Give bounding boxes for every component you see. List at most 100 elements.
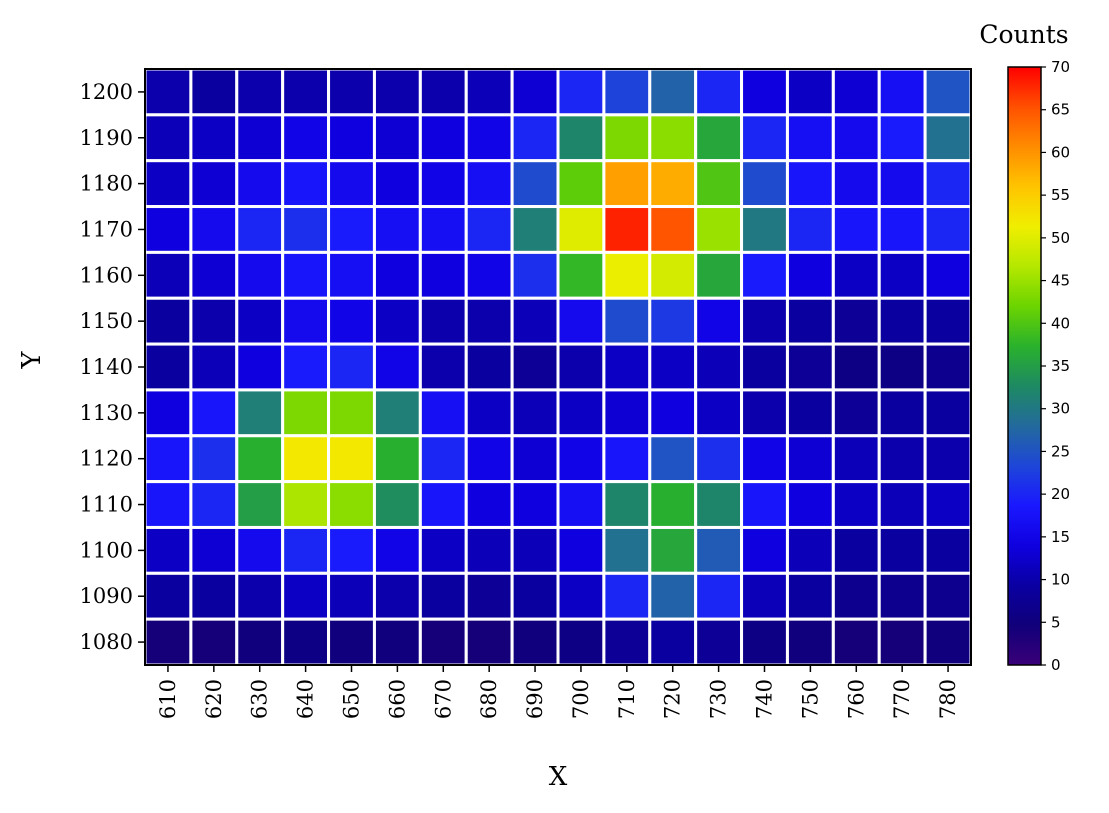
heatmap-cell xyxy=(740,342,789,392)
y-tick-label: 1150 xyxy=(80,309,133,333)
heatmap-cell xyxy=(235,342,285,392)
colorbar-tick-label: 65 xyxy=(1051,101,1070,119)
heatmap-cell xyxy=(923,480,973,529)
heatmap-cell xyxy=(740,159,789,209)
heatmap-cell xyxy=(923,250,973,300)
heatmap-cell xyxy=(877,525,927,575)
heatmap-cell xyxy=(189,480,239,529)
heatmap-cell xyxy=(694,571,744,621)
heatmap-cell xyxy=(831,434,881,484)
heatmap-cell xyxy=(372,296,422,346)
heatmap-cell xyxy=(556,617,606,667)
heatmap-cell xyxy=(327,434,376,484)
heatmap-cell xyxy=(785,67,835,117)
heatmap-cell xyxy=(923,525,973,575)
heatmap-cell xyxy=(372,525,422,575)
x-tick-label: 660 xyxy=(385,679,409,719)
heatmap-cell xyxy=(923,296,973,346)
colorbar xyxy=(1007,66,1042,666)
heatmap-cell xyxy=(143,67,193,117)
heatmap-cell xyxy=(464,159,514,209)
x-tick-label: 700 xyxy=(569,679,593,719)
colorbar-tick-label: 5 xyxy=(1051,613,1061,631)
heatmap-cell xyxy=(785,388,835,438)
x-tick-label: 650 xyxy=(340,679,364,719)
heatmap-cell xyxy=(372,388,422,438)
colorbar-tick-label: 15 xyxy=(1051,528,1070,546)
heatmap-cell xyxy=(418,67,468,117)
heatmap-cell xyxy=(785,250,835,300)
heatmap-cell xyxy=(648,296,698,346)
heatmap-cell xyxy=(877,342,927,392)
heatmap-cell xyxy=(418,617,468,667)
heatmap-cell xyxy=(418,525,468,575)
heatmap-cell xyxy=(602,67,652,117)
heatmap-cell xyxy=(418,342,468,392)
heatmap-cell xyxy=(372,113,422,163)
y-axis-ticks: 1200 1190 1180 1170 1160 1150 1140 1130 1120 1110… xyxy=(80,80,145,654)
heatmap-cell xyxy=(877,113,927,163)
heatmap-cell xyxy=(923,342,973,392)
heatmap-cell xyxy=(235,434,285,484)
colorbar-tick-label: 70 xyxy=(1051,58,1070,76)
heatmap-cell xyxy=(189,434,239,484)
heatmap-cell xyxy=(281,434,331,484)
heatmap-cell xyxy=(143,113,193,163)
heatmap-cell xyxy=(464,571,514,621)
heatmap-cell xyxy=(740,571,789,621)
heatmap-cell xyxy=(831,525,881,575)
heatmap-cell xyxy=(923,205,973,254)
heatmap-cell xyxy=(831,250,881,300)
y-tick-label: 1120 xyxy=(80,447,133,471)
x-tick-label: 730 xyxy=(707,679,731,719)
heatmap-cell xyxy=(510,480,560,529)
heatmap-cell xyxy=(327,159,376,209)
heatmap-cell xyxy=(418,113,468,163)
heatmap-cell xyxy=(372,571,422,621)
heatmap-cell xyxy=(923,434,973,484)
heatmap-cell xyxy=(464,617,514,667)
heatmap-cell xyxy=(327,250,376,300)
heatmap-cell xyxy=(327,617,376,667)
heatmap-cell xyxy=(831,159,881,209)
x-tick-label: 670 xyxy=(431,679,455,719)
heatmap-cell xyxy=(281,113,331,163)
heatmap-cell xyxy=(281,480,331,529)
heatmap-cell xyxy=(877,250,927,300)
heatmap-cell xyxy=(694,480,744,529)
heatmap-cell xyxy=(648,617,698,667)
heatmap-cell xyxy=(510,388,560,438)
heatmap-cell xyxy=(602,113,652,163)
x-tick-label: 620 xyxy=(202,679,226,719)
heatmap-cell xyxy=(785,342,835,392)
heatmap-cell xyxy=(418,159,468,209)
heatmap-cell xyxy=(648,113,698,163)
heatmap-cell xyxy=(740,205,789,254)
heatmap-cell xyxy=(694,67,744,117)
colorbar-tick-label: 30 xyxy=(1051,400,1070,418)
heatmap-cell xyxy=(556,480,606,529)
heatmap-cell xyxy=(648,159,698,209)
heatmap-cell xyxy=(694,342,744,392)
heatmap-cell xyxy=(418,480,468,529)
heatmap-cell xyxy=(877,480,927,529)
heatmap-cell xyxy=(281,342,331,392)
heatmap-cell xyxy=(281,571,331,621)
heatmap-cell xyxy=(648,434,698,484)
heatmap-cell xyxy=(831,296,881,346)
heatmap-cell xyxy=(418,434,468,484)
heatmap-cell xyxy=(464,480,514,529)
heatmap-cell xyxy=(189,205,239,254)
colorbar-tick-label: 50 xyxy=(1051,229,1070,247)
heatmap-cell xyxy=(740,113,789,163)
heatmap-cell xyxy=(464,250,514,300)
heatmap-cell xyxy=(648,205,698,254)
heatmap-cell xyxy=(556,205,606,254)
heatmap-cell xyxy=(143,480,193,529)
heatmap-cell xyxy=(877,67,927,117)
heatmap-cell xyxy=(694,205,744,254)
heatmap-cell xyxy=(602,525,652,575)
heatmap-cell xyxy=(143,342,193,392)
heatmap-cell xyxy=(235,617,285,667)
heatmap-cell xyxy=(694,159,744,209)
